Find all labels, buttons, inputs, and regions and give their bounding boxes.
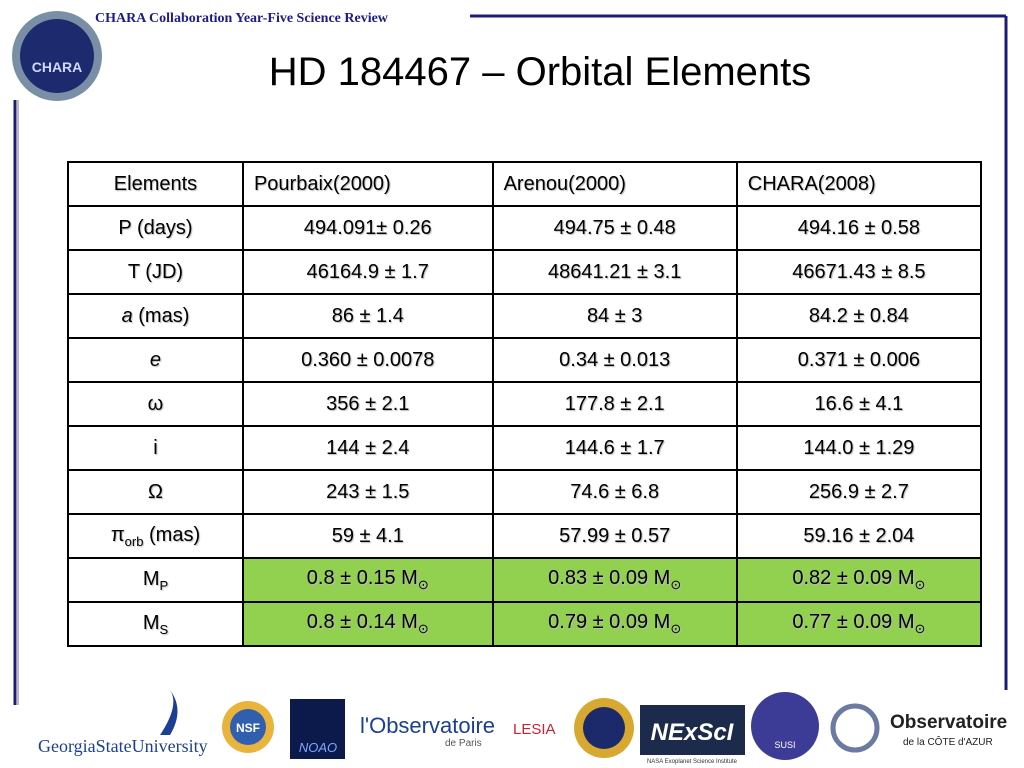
slide-title: HD 184467 – Orbital Elements	[268, 50, 812, 94]
value-cell: 144 ± 2.4	[241, 425, 494, 471]
value-cell: 144.6 ± 1.7	[491, 425, 738, 471]
column-header: Pourbaix(2000)	[241, 161, 494, 207]
text-part: 0.8 ± 0.14 M	[306, 611, 418, 633]
text-part: ⊙	[914, 577, 926, 592]
table-row: ω 356 ± 2.1 177.8 ± 2.1 16.6 ± 4.1	[67, 381, 983, 427]
element-cell: MS	[67, 601, 244, 647]
text-part: M	[142, 611, 160, 634]
value-cell: 494.75 ± 0.48	[491, 205, 738, 251]
oca-logo: Observatoire	[890, 712, 1007, 733]
gsu-logo: GeorgiaStateUniversity	[38, 736, 208, 756]
value-cell: 494.091± 0.26	[241, 205, 494, 251]
value-cell: 0.77 ± 0.09 M⊙	[735, 601, 983, 647]
text-part: ⊙	[670, 577, 682, 592]
text-part: π	[110, 523, 125, 546]
value-cell: 0.8 ± 0.14 M⊙	[241, 601, 494, 647]
text-part: M	[142, 567, 160, 590]
susi-logo: SUSI	[774, 740, 795, 750]
text-part: ⊙	[670, 621, 682, 636]
value-cell: 86 ± 1.4	[241, 293, 494, 339]
conference-name: CHARA Collaboration Year-Five Science Re…	[95, 11, 388, 26]
text-part: 0.8 ± 0.15 M	[306, 567, 418, 589]
value-cell: 48641.21 ± 3.1	[491, 249, 738, 295]
table-row: Ω 243 ± 1.5 74.6 ± 6.8 256.9 ± 2.7	[67, 469, 983, 515]
value-cell: 59 ± 4.1	[241, 513, 494, 559]
element-cell: πorb (mas)	[67, 513, 244, 559]
value-cell: 74.6 ± 6.8	[491, 469, 738, 515]
lesia-logo: LESIA	[513, 721, 556, 738]
column-header: Arenou(2000)	[491, 161, 738, 207]
nsf-logo: NSF	[236, 721, 260, 735]
value-cell: 46164.9 ± 1.7	[241, 249, 494, 295]
value-cell: 356 ± 2.1	[241, 381, 494, 427]
text-part: S	[159, 621, 169, 637]
value-cell: 0.8 ± 0.15 M⊙	[241, 557, 494, 603]
text-part: ⊙	[417, 621, 429, 636]
element-cell: T (JD)	[67, 249, 244, 295]
value-cell: 494.16 ± 0.58	[735, 205, 983, 251]
orbital-table: Elements Pourbaix(2000) Arenou(2000) CHARA(…	[67, 161, 983, 647]
value-cell: 59.16 ± 2.04	[735, 513, 983, 559]
element-cell: P (days)	[67, 205, 244, 251]
value-cell: 256.9 ± 2.7	[735, 469, 983, 515]
value-cell: 0.34 ± 0.013	[491, 337, 738, 383]
nexsci-logo: NExScI	[651, 719, 735, 746]
value-cell: 0.79 ± 0.09 M⊙	[491, 601, 738, 647]
table-row: i 144 ± 2.4 144.6 ± 1.7 144.0 ± 1.29	[67, 425, 983, 471]
value-cell: 84.2 ± 0.84	[735, 293, 983, 339]
element-cell: ω	[67, 381, 244, 427]
text-part: 0.79 ± 0.09 M	[548, 611, 671, 633]
text-part: 0.82 ± 0.09 M	[792, 567, 915, 589]
value-cell: 16.6 ± 4.1	[735, 381, 983, 427]
column-header: Elements	[67, 161, 244, 207]
value-cell: 84 ± 3	[491, 293, 738, 339]
value-cell: 144.0 ± 1.29	[735, 425, 983, 471]
text-part: 0.77 ± 0.09 M	[792, 611, 915, 633]
text-part: e	[149, 348, 162, 371]
value-cell: 0.82 ± 0.09 M⊙	[735, 557, 983, 603]
text-part: ⊙	[914, 621, 926, 636]
value-cell: 0.83 ± 0.09 M⊙	[491, 557, 738, 603]
text-part: (mas)	[143, 523, 201, 546]
text-part: (mas)	[132, 304, 190, 327]
table-row: MS 0.8 ± 0.14 M⊙ 0.79 ± 0.09 M⊙ 0.77 ± 0.09…	[67, 601, 983, 647]
value-cell: 57.99 ± 0.57	[491, 513, 738, 559]
oca-sub: de la CÔTE d'AZUR	[903, 735, 993, 748]
text-part: ⊙	[417, 577, 429, 592]
logo-text: CHARA	[32, 59, 83, 75]
noao-logo: NOAO	[299, 740, 337, 755]
table-row: πorb (mas) 59 ± 4.1 57.99 ± 0.57 59.16 ± 2.…	[67, 513, 983, 559]
value-cell: 177.8 ± 2.1	[491, 381, 738, 427]
text-part: a	[121, 304, 133, 327]
value-cell: 46671.43 ± 8.5	[735, 249, 983, 295]
table-row: e 0.360 ± 0.0078 0.34 ± 0.013 0.371 ± 0.006	[67, 337, 983, 383]
element-cell: i	[67, 425, 244, 471]
obs-paris-sub: de Paris	[445, 738, 482, 749]
element-cell: a (mas)	[67, 293, 244, 339]
table-row: P (days) 494.091± 0.26 494.75 ± 0.48 494.16…	[67, 205, 983, 251]
header-row: Elements Pourbaix(2000) Arenou(2000) CHARA(…	[67, 161, 983, 207]
element-cell: e	[67, 337, 244, 383]
obs-paris-logo: l'Observatoire	[360, 713, 495, 738]
text-part: orb	[124, 533, 144, 549]
column-header: CHARA(2008)	[735, 161, 983, 207]
value-cell: 243 ± 1.5	[241, 469, 494, 515]
element-cell: Ω	[67, 469, 244, 515]
value-cell: 0.360 ± 0.0078	[241, 337, 494, 383]
text-part: P	[159, 577, 169, 593]
table-row: a (mas) 86 ± 1.4 84 ± 3 84.2 ± 0.84	[67, 293, 983, 339]
nexsci-sub: NASA Exoplanet Science Institute	[647, 759, 738, 765]
element-cell: MP	[67, 557, 244, 603]
value-cell: 0.371 ± 0.006	[735, 337, 983, 383]
table-row: MP 0.8 ± 0.15 M⊙ 0.83 ± 0.09 M⊙ 0.82 ± 0.09…	[67, 557, 983, 603]
text-part: 0.83 ± 0.09 M	[548, 567, 671, 589]
table-row: T (JD) 46164.9 ± 1.7 48641.21 ± 3.1 46671.4…	[67, 249, 983, 295]
